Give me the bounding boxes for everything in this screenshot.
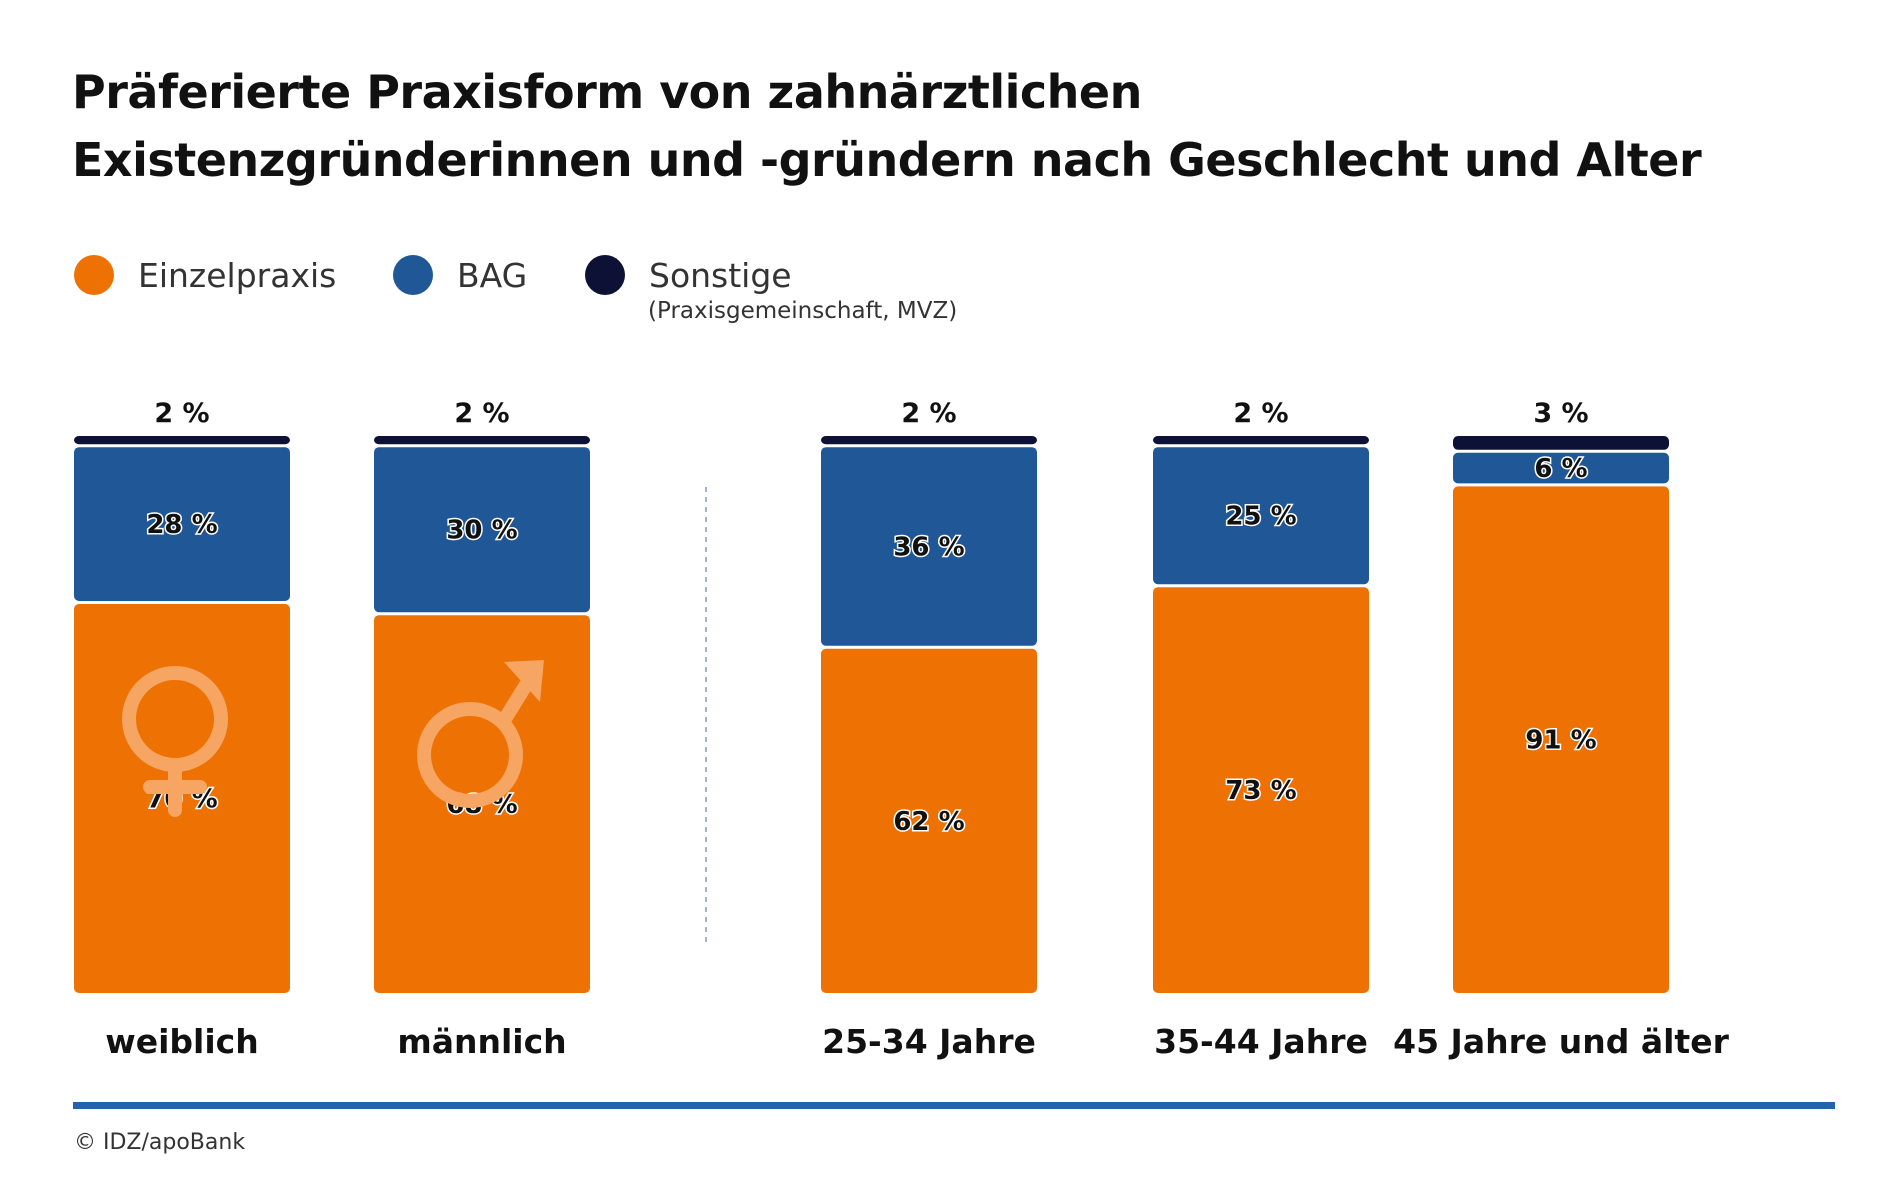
bar-segment-sonstige — [821, 436, 1037, 445]
category-label: 35-44 Jahre — [1154, 1022, 1368, 1061]
male-symbol-arrowhead — [504, 660, 544, 702]
legend-dot-sonstige — [585, 255, 625, 295]
title-line-2: Existenzgründerinnen und -gründern nach … — [72, 133, 1702, 187]
value-label-sonstige: 2 % — [154, 398, 209, 429]
value-label-bag: 6 % — [1534, 454, 1587, 484]
legend-bag: BAG — [393, 255, 527, 295]
footer-rule — [73, 1102, 1835, 1109]
legend-label: BAG — [457, 255, 528, 295]
value-label-sonstige: 2 % — [1233, 398, 1288, 429]
value-label-bag: 25 % — [1225, 502, 1296, 532]
value-label-sonstige: 2 % — [454, 398, 509, 429]
legend-einzelpraxis: Einzelpraxis — [74, 255, 336, 295]
bar-segment-einzelpraxis — [1453, 486, 1669, 993]
category-label: weiblich — [105, 1022, 258, 1061]
bar-segment-bag — [74, 447, 290, 601]
bar-segment-einzelpraxis — [821, 648, 1037, 993]
bar-segment-einzelpraxis — [1153, 587, 1369, 993]
bar-segment-bag — [1153, 447, 1369, 585]
chart-title: Präferierte Praxisform von zahnärztliche… — [72, 58, 1702, 194]
title-line-1: Präferierte Praxisform von zahnärztliche… — [72, 65, 1142, 119]
legend-sonstige: Sonstige — [585, 255, 792, 295]
legend-dot-bag — [393, 255, 433, 295]
legend-label: Sonstige — [649, 255, 792, 295]
bar-segment-sonstige — [1153, 436, 1369, 445]
value-label-sonstige: 2 % — [901, 398, 956, 429]
bar-segment-sonstige — [374, 436, 590, 445]
value-label-einzelpraxis: 91 % — [1525, 726, 1596, 756]
category-label: 25-34 Jahre — [822, 1022, 1036, 1061]
value-label-bag: 30 % — [446, 516, 517, 546]
male-symbol-icon — [417, 702, 523, 808]
bar-segment-bag — [374, 447, 590, 613]
bar-segment-sonstige — [1453, 436, 1669, 450]
legend-dot-einzelpraxis — [74, 255, 114, 295]
legend-label: Einzelpraxis — [138, 255, 337, 295]
bar-segment-bag — [1453, 452, 1669, 484]
category-label: 45 Jahre und älter — [1393, 1022, 1729, 1061]
value-label-bag: 36 % — [893, 533, 964, 563]
category-label: männlich — [397, 1022, 566, 1061]
source-credit: © IDZ/apoBank — [74, 1130, 246, 1155]
value-label-einzelpraxis: 62 % — [893, 807, 964, 837]
bar-segment-sonstige — [74, 436, 290, 445]
bar-segment-bag — [821, 447, 1037, 646]
value-label-bag: 28 % — [146, 510, 217, 540]
value-label-einzelpraxis: 73 % — [1225, 776, 1296, 806]
value-label-sonstige: 3 % — [1533, 398, 1588, 429]
legend-sonstige-note: (Praxisgemeinschaft, MVZ) — [648, 298, 958, 324]
